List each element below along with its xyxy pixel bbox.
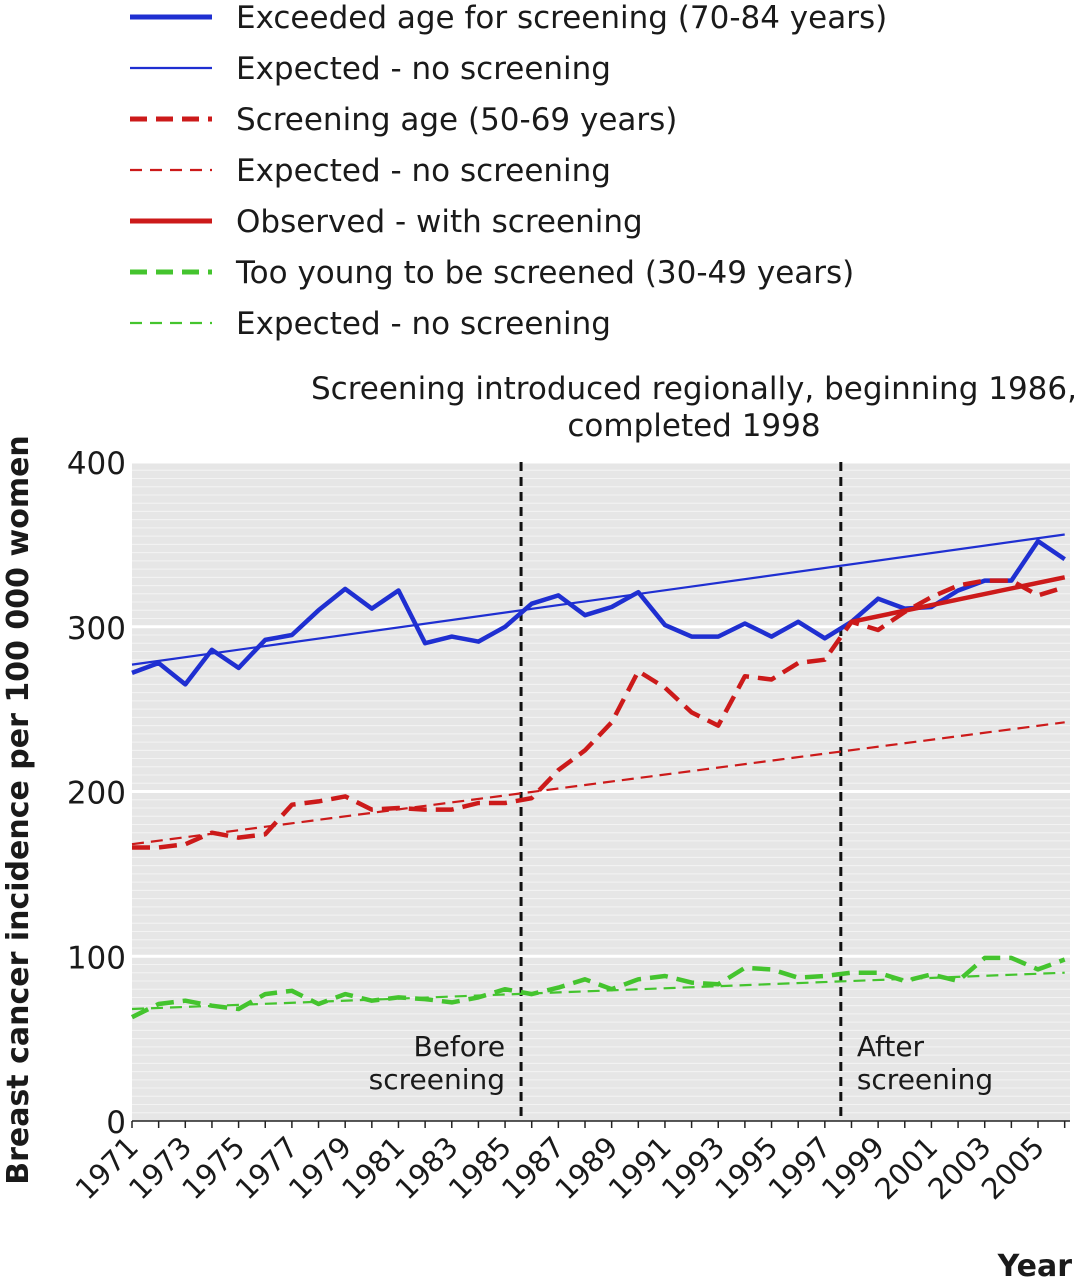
x-axis: 1971197319751977197919811983198519871989…	[69, 1120, 1070, 1206]
series-line-6	[131, 971, 1065, 1011]
series-line-5	[130, 955, 1066, 1020]
series-line-1	[131, 533, 1065, 666]
legend-label: Expected - no screening	[236, 153, 611, 189]
y-axis: 0 100 200 300 400	[67, 446, 126, 1141]
y-axis-label: Breast cancer incidence per 100 000 wome…	[1, 435, 36, 1185]
divider-label: After	[857, 1030, 925, 1063]
y-tick-label: 100	[67, 940, 126, 976]
chart-subtitle: completed 1998	[567, 408, 820, 444]
divider-label: Before	[414, 1030, 506, 1063]
y-tick-label: 300	[67, 611, 126, 647]
chart-title: Screening introduced regionally, beginni…	[311, 371, 1077, 407]
series-line-4	[851, 575, 1066, 625]
legend-label: Screening age (50-69 years)	[236, 102, 677, 138]
legend-label: Expected - no screening	[236, 51, 611, 87]
series-line-2	[132, 578, 1066, 850]
major-grid	[132, 460, 1070, 958]
divider-label: screening	[857, 1063, 993, 1096]
series-group	[130, 533, 1066, 1020]
divider-label: screening	[369, 1063, 505, 1096]
legend-label: Expected - no screening	[236, 306, 611, 342]
x-tick-label: 2005	[975, 1130, 1051, 1206]
x-axis-label: Year	[997, 1249, 1073, 1280]
y-tick-label: 400	[67, 446, 126, 482]
y-tick-label: 0	[106, 1105, 126, 1141]
legend-label: Observed - with screening	[236, 204, 643, 240]
legend: Exceeded age for screening (70-84 years)…	[130, 0, 887, 342]
legend-label: Too young to be screened (30-49 years)	[235, 255, 854, 291]
legend-label: Exceeded age for screening (70-84 years)	[236, 0, 887, 36]
minor-grid	[132, 469, 1070, 1114]
y-tick-label: 200	[67, 776, 126, 812]
series-line-3	[131, 721, 1065, 846]
